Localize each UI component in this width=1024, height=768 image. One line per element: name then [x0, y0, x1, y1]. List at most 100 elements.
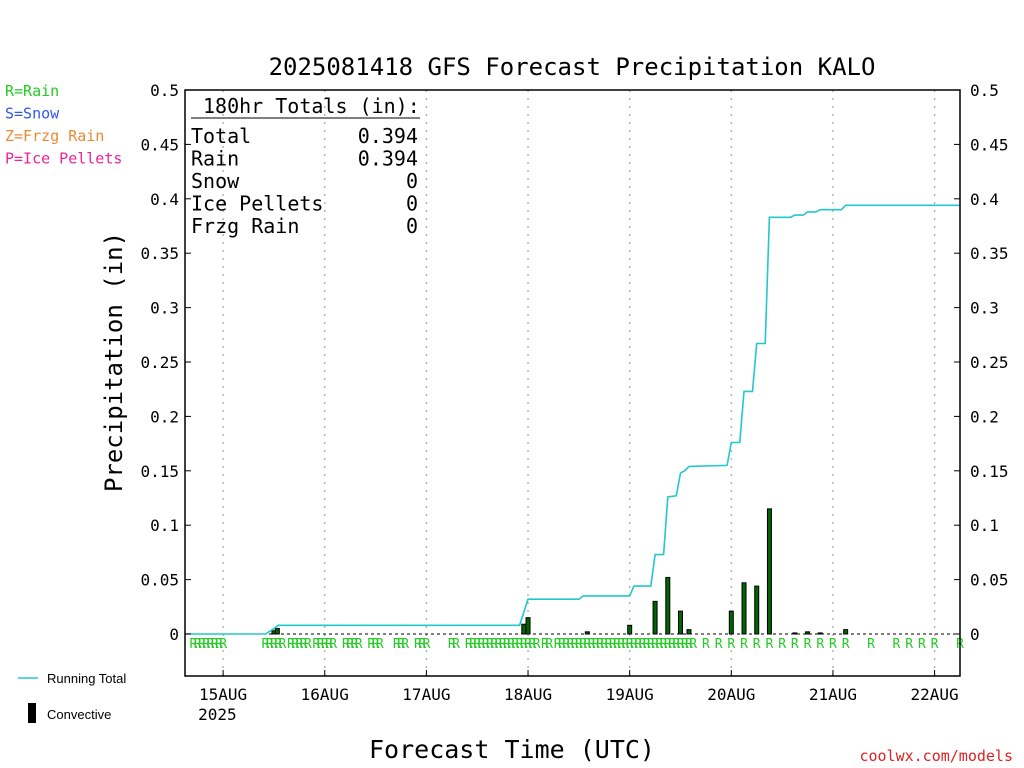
ptype-mark: R	[342, 637, 350, 652]
running-total-polyline	[185, 204, 960, 635]
x-tick-label: 17AUG	[402, 685, 450, 704]
totals-row-value: 0	[406, 192, 418, 216]
ptype-mark: R	[617, 637, 625, 652]
ptype-mark: R	[605, 637, 613, 652]
ptype-mark: R	[372, 637, 380, 652]
y-tick-label-right: 0.45	[970, 135, 1009, 154]
ptype-mark: R	[469, 637, 477, 652]
convective-bar	[792, 632, 798, 635]
ptype-mark: R	[668, 637, 676, 652]
ptype-mark: R	[287, 637, 295, 652]
totals-row-label: Total	[191, 124, 251, 148]
ptype-mark: R	[291, 637, 299, 652]
y-tick-label-right: 0.35	[970, 244, 1009, 263]
ptype-mark: R	[842, 637, 850, 652]
y-tick-label-right: 0	[970, 625, 980, 644]
ptype-mark: R	[575, 637, 583, 652]
ptype-mark: R	[638, 637, 646, 652]
totals-row-value: 0.394	[358, 147, 418, 171]
ptype-mark: R	[566, 637, 574, 652]
ptype-mark: R	[262, 637, 270, 652]
y-tick-label-right: 0.2	[970, 407, 999, 426]
y-tick-label-left: 0	[169, 625, 179, 644]
ptype-mark: R	[452, 637, 460, 652]
x-axis-label: Forecast Time (UTC)	[369, 735, 655, 764]
totals-row-value: 0	[406, 169, 418, 193]
ptype-mark: R	[499, 637, 507, 652]
ptype-mark: R	[571, 637, 579, 652]
convective-legend-label: Convective	[47, 707, 111, 722]
plot-frame	[184, 89, 961, 677]
ptype-mark: R	[588, 637, 596, 652]
ptype-mark: R	[325, 637, 333, 652]
ptype-mark: R	[418, 637, 426, 652]
ptype-mark: R	[630, 637, 638, 652]
ptype-mark: R	[651, 637, 659, 652]
ptype-mark: R	[660, 637, 668, 652]
credit-text: coolwx.com/models	[859, 747, 1013, 765]
convective-bar	[766, 508, 772, 635]
ptype-mark: R	[558, 637, 566, 652]
ptype-mark: R	[664, 637, 672, 652]
ptype-mark: R	[554, 637, 562, 652]
ptype-mark: R	[804, 637, 812, 652]
ptype-mark: R	[533, 637, 541, 652]
ptype-mark: R	[312, 637, 320, 652]
ptype-mark: R	[490, 637, 498, 652]
ptype-mark: R	[482, 637, 490, 652]
ptype-mark: R	[278, 637, 286, 652]
ptype-mark: R	[448, 637, 456, 652]
ptype-mark: R	[266, 637, 274, 652]
ptype-mark: R	[905, 637, 913, 652]
ptype-mark: R	[304, 637, 312, 652]
ptype-mark: R	[596, 637, 604, 652]
precip-type-legend: R=Rain S=Snow Z=Frzg Rain P=Ice Pellets	[5, 82, 122, 168]
ptype-mark: R	[931, 637, 939, 652]
y-tick-label-left: 0.25	[140, 353, 179, 372]
y-tick-label-left: 0.4	[150, 190, 179, 209]
left-y-axis: 0 0.05 0.1 0.15 0.2 0.25 0.3 0.35 0.4 0.45 0.5	[140, 81, 191, 644]
ptype-mark: R	[346, 637, 354, 652]
ptype-mark: R	[295, 637, 303, 652]
ptype-mark: R	[727, 637, 735, 652]
y-tick-label-left: 0.15	[140, 462, 179, 481]
y-tick-label-left: 0.3	[150, 299, 179, 318]
ptype-legend-item: R=Rain	[5, 82, 59, 100]
ptype-mark: R	[367, 637, 375, 652]
ptype-mark: R	[867, 637, 875, 652]
convective-bar	[274, 628, 280, 635]
ptype-mark: R	[422, 637, 430, 652]
ptype-legend-item: Z=Frzg Rain	[5, 127, 104, 145]
convective-bar	[525, 617, 531, 635]
totals-row-value: 0	[406, 214, 418, 238]
ptype-mark: R	[689, 637, 697, 652]
ptype-mark: R	[397, 637, 405, 652]
chart-title: 2025081418 GFS Forecast Precipitation KA…	[269, 53, 876, 81]
ptype-mark: R	[503, 637, 511, 652]
x-tick-label: 20AUG	[707, 685, 755, 704]
ptype-mark: R	[274, 637, 282, 652]
ptype-mark: R	[677, 637, 685, 652]
ptype-legend-item: P=Ice Pellets	[5, 150, 122, 168]
ptype-mark: R	[202, 637, 210, 652]
x-tick-year-label: 2025	[198, 705, 237, 724]
convective-bar	[652, 600, 658, 635]
ptype-mark: R	[401, 637, 409, 652]
ptype-legend-item: S=Snow	[5, 105, 60, 123]
convective-bar	[665, 576, 671, 635]
totals-row-label: Frzg Rain	[191, 214, 299, 238]
ptype-mark: R	[194, 637, 202, 652]
ptype-mark: R	[473, 637, 481, 652]
convective-bar	[627, 624, 633, 635]
convective-bar	[817, 632, 823, 635]
ptype-mark: R	[300, 637, 308, 652]
ptype-mark: R	[829, 637, 837, 652]
x-tick-label: 21AUG	[809, 685, 857, 704]
ptype-mark: R	[778, 637, 786, 652]
ptype-mark: R	[613, 637, 621, 652]
x-tick-label: 22AUG	[911, 685, 959, 704]
ptype-mark: R	[494, 637, 502, 652]
totals-box: 180hr Totals (in): Total 0.394 Rain 0.394 Sn…	[191, 94, 420, 238]
